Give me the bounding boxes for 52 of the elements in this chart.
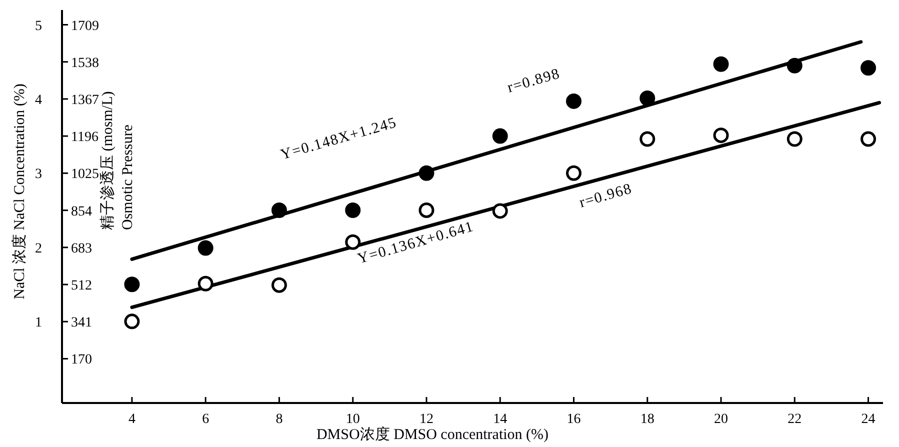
y2-tick-label: 1367 [71, 92, 99, 108]
point [566, 93, 582, 109]
y-tick-label: 5 [35, 18, 42, 34]
point [860, 60, 876, 76]
x-tick-label: 18 [640, 412, 654, 427]
y2-tick-label: 1709 [71, 18, 99, 34]
x-tick-label: 6 [202, 412, 210, 427]
y-tick-label: 1 [35, 315, 42, 330]
x-tick-label: 8 [276, 412, 283, 427]
point [271, 277, 287, 293]
annotation: r=0.968 [578, 180, 634, 212]
point [860, 131, 876, 147]
point [198, 276, 214, 292]
point [345, 202, 361, 218]
point [566, 165, 582, 181]
x-tick-label: 16 [566, 412, 581, 427]
y2-tick-label: 512 [71, 278, 92, 294]
y2-tick-label: 341 [71, 316, 92, 331]
point [492, 203, 508, 219]
y-axis-title: NaCl 浓度 NaCl Concentration (%) [11, 84, 28, 300]
y2-tick-label: 1538 [71, 56, 99, 71]
point [640, 90, 656, 106]
point [786, 58, 802, 74]
point [198, 240, 214, 256]
point [124, 314, 140, 330]
point [124, 276, 140, 292]
y2-tick-label: 170 [71, 352, 92, 368]
y2-tick-label: 683 [71, 241, 92, 256]
point [492, 128, 508, 144]
point [418, 165, 434, 181]
point [640, 131, 656, 147]
point [713, 128, 729, 144]
point [418, 202, 434, 218]
y-tick-label: 4 [35, 92, 42, 108]
point [271, 202, 287, 218]
annotation: r=0.898 [506, 66, 562, 96]
y2-tick-label: 854 [71, 204, 92, 220]
x-tick-label: 20 [714, 412, 728, 427]
x-tick-label: 10 [346, 412, 360, 427]
y-tick-label: 2 [35, 241, 42, 256]
y2-tick-label: 1196 [71, 130, 98, 146]
point [786, 131, 802, 147]
point [713, 56, 729, 72]
x-axis-title: DMSO浓度 DMSO concentration (%) [316, 426, 549, 443]
x-tick-label: 12 [419, 412, 434, 427]
x-tick-label: 22 [788, 412, 802, 427]
y-tick-label: 3 [35, 167, 42, 182]
y2-axis-title: 精子渗透压 (mosm/L) Osmotic Pressure [99, 91, 136, 230]
x-tick-label: 4 [128, 412, 136, 427]
x-tick-label: 14 [493, 412, 508, 427]
x-tick-label: 24 [861, 412, 876, 427]
y2-tick-label: 1025 [71, 167, 99, 182]
